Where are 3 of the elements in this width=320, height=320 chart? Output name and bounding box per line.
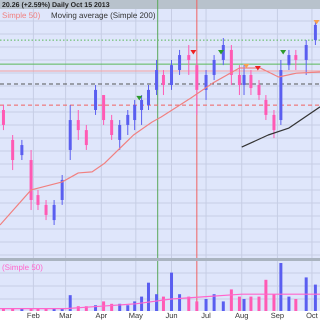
text: (Simple 50)	[2, 263, 44, 272]
text: Moving average (Simple 200)	[51, 11, 156, 20]
text: Simple 50)	[2, 11, 41, 20]
